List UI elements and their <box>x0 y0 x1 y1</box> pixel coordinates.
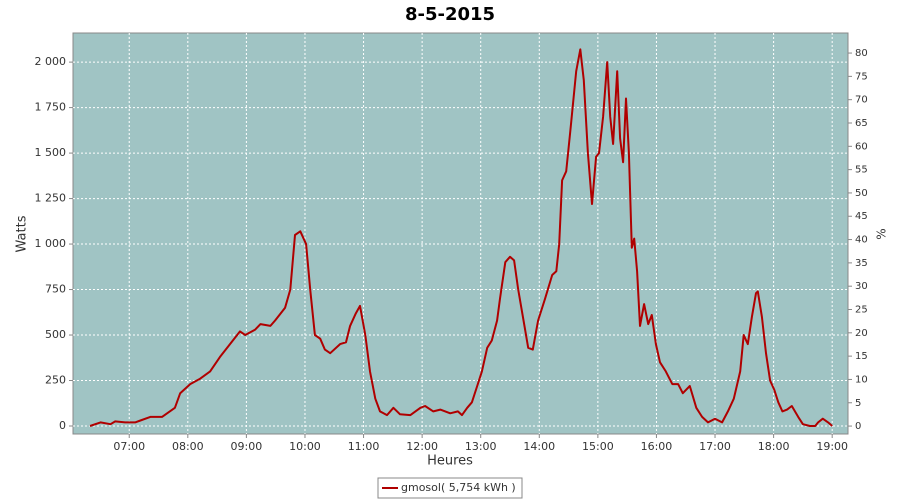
y2-tick-label: 10 <box>855 374 868 385</box>
y-tick-label: 1 000 <box>35 237 67 250</box>
data-line <box>89 48 833 427</box>
y2-tick-label: 15 <box>855 351 868 362</box>
y2-tick-label: 55 <box>855 165 868 176</box>
y2-tick-label: 70 <box>855 95 868 106</box>
y-tick-label: 1 750 <box>35 101 67 114</box>
y-tick-label: 750 <box>45 283 66 296</box>
y2-tick-label: 5 <box>855 398 861 409</box>
x-tick-label: 13:00 <box>465 440 497 453</box>
legend-label: gmosol( 5,754 kWh ) <box>401 481 516 494</box>
y-tick-label: 0 <box>59 419 66 432</box>
y2-tick-label: 20 <box>855 328 868 339</box>
x-tick-label: 19:00 <box>816 440 848 453</box>
y2-tick-label: 75 <box>855 71 868 82</box>
x-tick-label: 10:00 <box>289 440 321 453</box>
y2-tick-label: 0 <box>855 421 861 432</box>
x-tick-label: 11:00 <box>348 440 380 453</box>
x-tick-label: 08:00 <box>172 440 204 453</box>
y2-tick-label: 80 <box>855 48 868 59</box>
y2-tick-label: 65 <box>855 118 868 129</box>
y2-tick-label: 35 <box>855 258 868 269</box>
y2-tick-label: 60 <box>855 141 868 152</box>
y-tick-label: 500 <box>45 328 66 341</box>
y-axis-label: Watts <box>15 215 30 252</box>
x-tick-label: 14:00 <box>523 440 555 453</box>
y-tick-label: 2 000 <box>35 55 67 68</box>
legend: gmosol( 5,754 kWh ) <box>377 477 523 499</box>
y2-tick-label: 40 <box>855 235 868 246</box>
chart-title: 8-5-2015 <box>405 4 495 25</box>
x-tick-label: 09:00 <box>231 440 263 453</box>
y2-tick-label: 30 <box>855 281 868 292</box>
x-tick-label: 17:00 <box>699 440 731 453</box>
y-tick-label: 250 <box>45 374 66 387</box>
y-tick-label: 1 500 <box>35 146 67 159</box>
x-tick-label: 16:00 <box>641 440 673 453</box>
y2-tick-label: 25 <box>855 305 868 316</box>
y2-tick-label: 45 <box>855 211 868 222</box>
y2-axis-label: % <box>875 228 889 239</box>
x-tick-label: 12:00 <box>406 440 438 453</box>
x-tick-label: 07:00 <box>113 440 145 453</box>
x-tick-label: 15:00 <box>582 440 614 453</box>
x-axis-label: Heures <box>427 454 473 469</box>
y2-tick-label: 50 <box>855 188 868 199</box>
plot-area <box>72 32 849 435</box>
y-tick-label: 1 250 <box>35 192 67 205</box>
x-tick-label: 18:00 <box>758 440 790 453</box>
legend-box <box>377 477 523 499</box>
